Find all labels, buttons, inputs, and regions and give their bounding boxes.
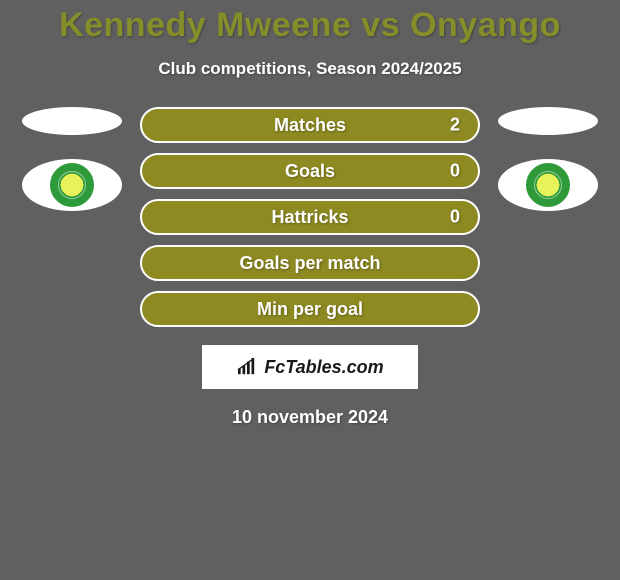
bar-chart-icon (236, 358, 258, 376)
stat-list: Matches 2 Goals 0 Hattricks 0 Goals per match M… (140, 107, 480, 327)
stat-label: Min per goal (257, 299, 363, 320)
subtitle: Club competitions, Season 2024/2025 (158, 59, 461, 79)
club-emblem-icon (50, 163, 94, 207)
stat-row: Min per goal (140, 291, 480, 327)
stat-label: Goals (285, 161, 335, 182)
page-title: Kennedy Mweene vs Onyango (59, 6, 561, 45)
stats-area: Matches 2 Goals 0 Hattricks 0 Goals per match M… (0, 107, 620, 327)
right-player-column (498, 107, 598, 211)
brand-box: FcTables.com (202, 345, 418, 389)
stat-label: Matches (274, 115, 346, 136)
left-player-avatar (22, 107, 122, 135)
stat-row: Goals 0 (140, 153, 480, 189)
left-player-column (22, 107, 122, 211)
right-player-avatar (498, 107, 598, 135)
right-club-badge (498, 159, 598, 211)
stat-row: Hattricks 0 (140, 199, 480, 235)
stat-value: 0 (450, 207, 460, 228)
stat-value: 2 (450, 115, 460, 136)
stat-row: Matches 2 (140, 107, 480, 143)
stat-value: 0 (450, 161, 460, 182)
stat-label: Goals per match (239, 253, 380, 274)
club-emblem-icon (526, 163, 570, 207)
stat-row: Goals per match (140, 245, 480, 281)
stat-label: Hattricks (271, 207, 348, 228)
comparison-card: Kennedy Mweene vs Onyango Club competiti… (0, 0, 620, 428)
snapshot-date: 10 november 2024 (232, 407, 388, 428)
left-club-badge (22, 159, 122, 211)
brand-text: FcTables.com (264, 357, 383, 378)
